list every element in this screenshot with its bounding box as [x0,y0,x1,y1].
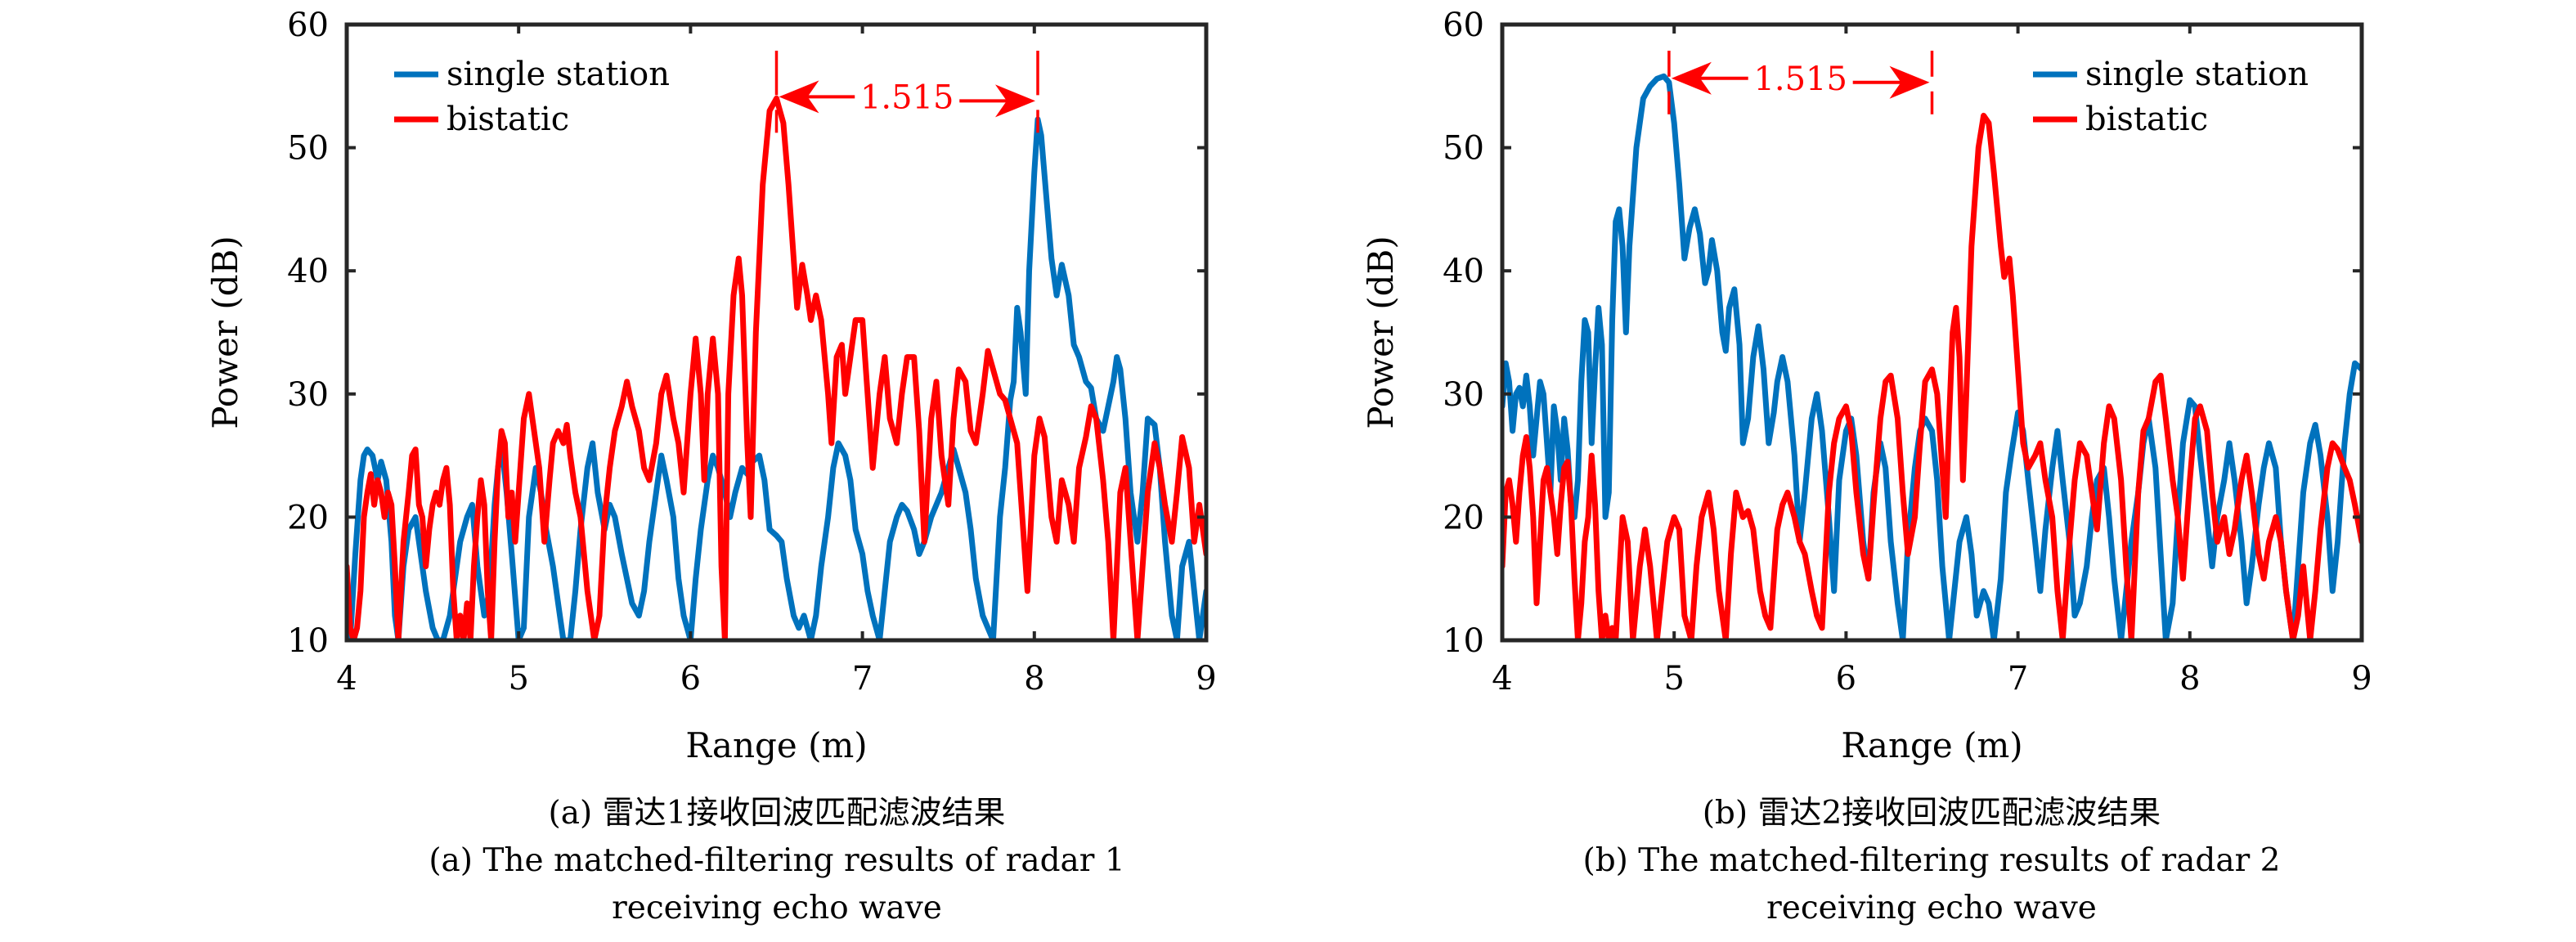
y-tick-label: 50 [1443,130,1484,168]
y-tick-label: 50 [287,130,329,168]
y-ticks: 10 20 30 40 50 60 [1443,7,2362,660]
y-axis-label: Power (dB) [205,236,245,429]
y-tick-label: 20 [1443,499,1484,536]
legend-label-single-station: single station [2085,56,2309,93]
panel-a: 4 5 6 7 8 9 10 20 30 40 50 60 Range (m) Power (dB)… [205,7,1217,765]
distance-annotation: 1.515 [1667,51,1934,114]
y-tick-label: 30 [1443,376,1484,414]
caption-a-chinese: (a) 雷达1接收回波匹配滤波结果 [548,795,1006,832]
x-ticks: 4 5 6 7 8 9 [1492,25,2372,698]
x-axis-label: Range (m) [1841,725,2022,765]
caption-a-english-line2: receiving echo wave [612,890,942,926]
x-tick-label: 9 [2351,660,2372,698]
caption-b-english-line2: receiving echo wave [1766,890,2097,926]
x-tick-label: 5 [508,660,528,698]
legend-label-bistatic: bistatic [2085,101,2208,138]
x-tick-label: 4 [1492,660,1512,698]
series-bistatic [1502,112,2362,640]
y-axis-label: Power (dB) [1361,236,1401,429]
series-layer [1502,73,2362,640]
legend: single station bistatic [2033,56,2309,138]
distance-annotation: 1.515 [774,51,1039,133]
x-tick-label: 5 [1663,660,1684,698]
arrow-right-icon [995,84,1036,118]
y-tick-label: 60 [1443,7,1484,44]
x-tick-label: 8 [2179,660,2200,698]
x-tick-label: 7 [852,660,873,698]
legend: single station bistatic [394,56,670,138]
caption-a-english-line1: (a) The matched-filtering results of rad… [429,842,1125,879]
y-tick-label: 20 [287,499,329,536]
x-axis-label: Range (m) [685,725,867,765]
series-layer [347,95,1206,640]
annotation-label: 1.515 [860,78,954,116]
caption-b-chinese: (b) 雷达2接收回波匹配滤波结果 [1702,795,2161,832]
y-tick-label: 10 [1443,622,1484,660]
y-tick-label: 40 [287,253,329,290]
arrow-right-icon [1889,65,1930,99]
panel-b: 4 5 6 7 8 9 10 20 30 40 50 60 Range (m) Power (dB)… [1361,7,2372,765]
caption-a: (a) 雷达1接收回波匹配滤波结果 (a) The matched-filter… [245,790,1308,932]
plot-border [1500,22,2364,643]
caption-b-english-line1: (b) The matched-filtering results of rad… [1582,842,2281,879]
x-tick-label: 4 [336,660,357,698]
y-tick-label: 10 [287,622,329,660]
y-tick-label: 40 [1443,253,1484,290]
y-tick-label: 60 [287,7,329,44]
axes-frame [1500,22,2364,643]
axes-frame [344,22,1209,643]
annotation-label: 1.515 [1753,61,1847,98]
legend-label-single-station: single station [447,56,670,93]
x-tick-label: 8 [1024,660,1044,698]
series-single-station [347,116,1206,640]
x-tick-label: 6 [680,660,701,698]
y-tick-label: 30 [287,376,329,414]
x-tick-label: 9 [1196,660,1216,698]
arrow-left-icon [1671,61,1712,95]
arrow-left-icon [779,80,819,114]
legend-label-bistatic: bistatic [447,101,569,138]
x-ticks: 4 5 6 7 8 9 [336,25,1217,698]
y-ticks: 10 20 30 40 50 60 [287,7,1206,660]
x-tick-label: 6 [1836,660,1856,698]
x-tick-label: 7 [2008,660,2028,698]
plot-border [344,22,1209,643]
caption-b: (b) 雷达2接收回波匹配滤波结果 (b) The matched-filter… [1400,790,2463,932]
series-bistatic [347,95,1206,640]
